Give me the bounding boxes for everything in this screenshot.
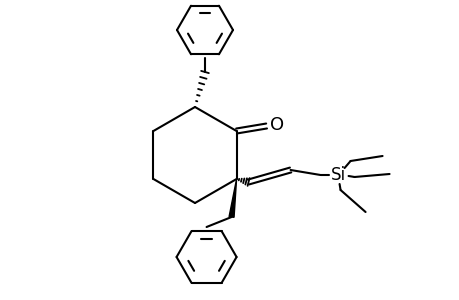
Text: Si: Si	[330, 166, 345, 184]
Polygon shape	[229, 179, 236, 217]
Text: O: O	[269, 116, 283, 134]
